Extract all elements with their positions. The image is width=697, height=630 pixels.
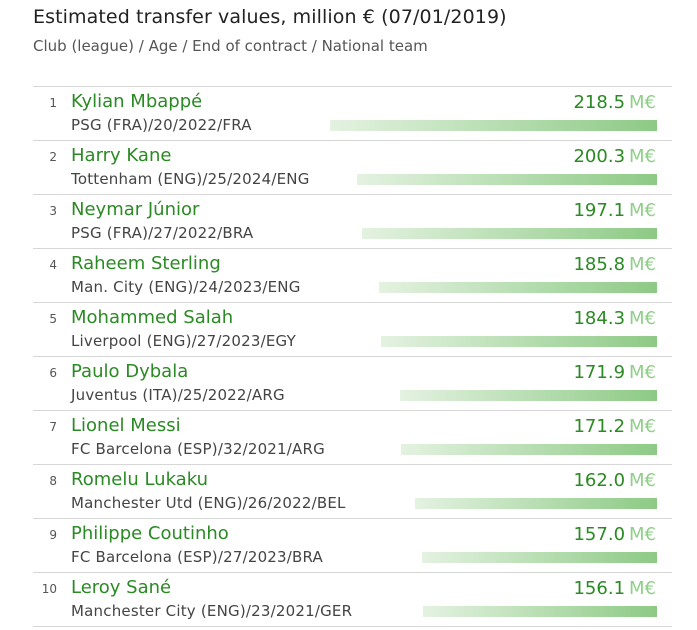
player-details: Man. City (ENG)/24/2023/ENG <box>71 278 301 296</box>
rank-label: 4 <box>49 258 57 272</box>
player-row: 10 Leroy Sané Manchester City (ENG)/23/202… <box>33 572 672 627</box>
value-number: 171.9 <box>573 362 626 383</box>
data-label: 157.0 M€ <box>573 524 656 545</box>
player-name: Kylian Mbappé <box>71 91 203 112</box>
data-label: 184.3 M€ <box>573 308 656 329</box>
rank-label: 7 <box>49 420 57 434</box>
value-bar <box>357 174 657 185</box>
player-details: PSG (FRA)/27/2022/BRA <box>71 224 254 242</box>
data-label: 185.8 M€ <box>573 254 656 275</box>
data-label: 218.5 M€ <box>573 92 656 113</box>
player-name: Leroy Sané <box>71 577 172 598</box>
rank-label: 3 <box>49 204 57 218</box>
value-number: 218.5 <box>573 92 626 113</box>
value-number: 185.8 <box>573 254 626 275</box>
value-unit: M€ <box>629 524 656 545</box>
value-number: 200.3 <box>573 146 626 167</box>
player-row: 9 Philippe Coutinho FC Barcelona (ESP)/27/… <box>33 518 672 572</box>
value-number: 157.0 <box>573 524 626 545</box>
value-bar <box>401 444 657 455</box>
player-row: 3 Neymar Júnior PSG (FRA)/27/2022/BRA 197.1… <box>33 194 672 248</box>
player-row: 7 Lionel Messi FC Barcelona (ESP)/32/2021/… <box>33 410 672 464</box>
value-bar <box>415 498 657 509</box>
chart-subtitle: Club (league) / Age / End of contract / … <box>33 37 428 55</box>
chart-title: Estimated transfer values, million € (07… <box>33 6 507 28</box>
player-details: Manchester City (ENG)/23/2021/GER <box>71 602 353 620</box>
data-label: 171.2 M€ <box>573 416 656 437</box>
player-details: Juventus (ITA)/25/2022/ARG <box>71 386 285 404</box>
player-row: 8 Romelu Lukaku Manchester Utd (ENG)/26/20… <box>33 464 672 518</box>
value-bar <box>422 552 657 563</box>
value-unit: M€ <box>629 362 656 383</box>
data-label: 156.1 M€ <box>573 578 656 599</box>
rank-label: 10 <box>41 582 57 596</box>
value-unit: M€ <box>629 308 656 329</box>
value-number: 171.2 <box>573 416 626 437</box>
player-name: Harry Kane <box>71 145 172 166</box>
player-details: Manchester Utd (ENG)/26/2022/BEL <box>71 494 346 512</box>
value-number: 197.1 <box>573 200 626 221</box>
player-name: Mohammed Salah <box>71 307 234 328</box>
rank-label: 9 <box>49 528 57 542</box>
value-bar <box>379 282 657 293</box>
data-label: 200.3 M€ <box>573 146 656 167</box>
rank-label: 2 <box>49 150 57 164</box>
data-label: 162.0 M€ <box>573 470 656 491</box>
player-name: Romelu Lukaku <box>71 469 208 490</box>
rank-label: 6 <box>49 366 57 380</box>
value-bar <box>330 120 657 131</box>
player-row: 2 Harry Kane Tottenham (ENG)/25/2024/ENG 20… <box>33 140 672 194</box>
value-unit: M€ <box>629 578 656 599</box>
value-number: 156.1 <box>573 578 626 599</box>
rank-label: 8 <box>49 474 57 488</box>
value-unit: M€ <box>629 92 656 113</box>
player-name: Lionel Messi <box>71 415 181 436</box>
player-row: 6 Paulo Dybala Juventus (ITA)/25/2022/ARG 1… <box>33 356 672 410</box>
value-bar <box>362 228 657 239</box>
player-name: Neymar Júnior <box>71 199 200 220</box>
value-number: 184.3 <box>573 308 626 329</box>
player-row: 5 Mohammed Salah Liverpool (ENG)/27/2023/E… <box>33 302 672 356</box>
value-unit: M€ <box>629 200 656 221</box>
value-bar <box>423 606 657 617</box>
value-unit: M€ <box>629 254 656 275</box>
player-list: 1 Kylian Mbappé PSG (FRA)/20/2022/FRA 218.5… <box>33 86 672 627</box>
player-details: Tottenham (ENG)/25/2024/ENG <box>71 170 310 188</box>
value-number: 162.0 <box>573 470 626 491</box>
value-unit: M€ <box>629 470 656 491</box>
value-unit: M€ <box>629 416 656 437</box>
player-details: FC Barcelona (ESP)/32/2021/ARG <box>71 440 325 458</box>
value-bar <box>400 390 657 401</box>
player-row: 1 Kylian Mbappé PSG (FRA)/20/2022/FRA 218.5… <box>33 86 672 140</box>
rank-label: 5 <box>49 312 57 326</box>
player-name: Raheem Sterling <box>71 253 221 274</box>
player-details: FC Barcelona (ESP)/27/2023/BRA <box>71 548 324 566</box>
rank-label: 1 <box>49 96 57 110</box>
data-label: 197.1 M€ <box>573 200 656 221</box>
player-details: PSG (FRA)/20/2022/FRA <box>71 116 252 134</box>
value-unit: M€ <box>629 146 656 167</box>
player-name: Philippe Coutinho <box>71 523 229 544</box>
player-row: 4 Raheem Sterling Man. City (ENG)/24/2023/… <box>33 248 672 302</box>
data-label: 171.9 M€ <box>573 362 656 383</box>
player-details: Liverpool (ENG)/27/2023/EGY <box>71 332 296 350</box>
value-bar <box>381 336 657 347</box>
player-name: Paulo Dybala <box>71 361 189 382</box>
